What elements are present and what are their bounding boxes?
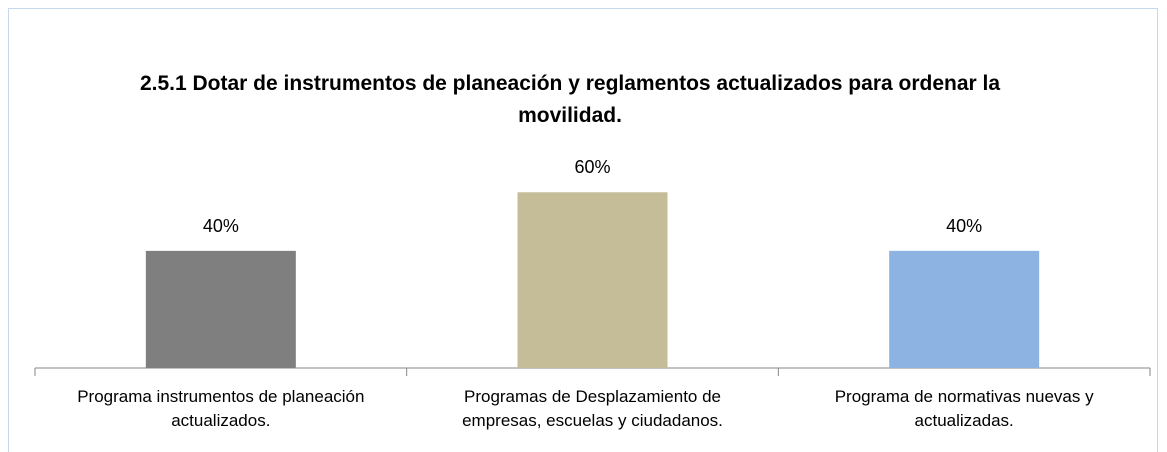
value-label: 60% bbox=[574, 157, 611, 178]
x-tick-label: Programa instrumentos de planeación actu… bbox=[77, 387, 365, 430]
value-label: 40% bbox=[946, 215, 983, 236]
x-tick-label: Programa de normativas nuevas y actualiz… bbox=[834, 387, 1094, 430]
value-label: 40% bbox=[202, 215, 239, 236]
chart-frame bbox=[8, 8, 1158, 452]
bar bbox=[889, 250, 1040, 368]
bar bbox=[145, 250, 296, 368]
chart-title: 2.5.1 Dotar de instrumentos de planeació… bbox=[139, 72, 1001, 127]
x-tick-label: Programas de Desplazamiento de empresas,… bbox=[462, 387, 723, 430]
bar bbox=[517, 192, 668, 368]
